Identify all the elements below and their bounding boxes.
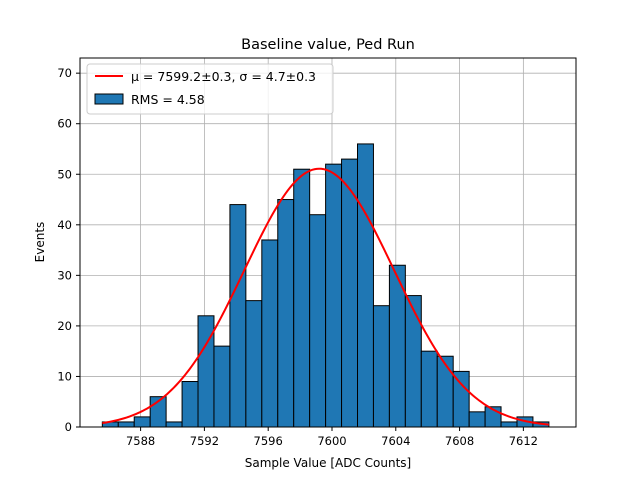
histogram-bar bbox=[500, 421, 518, 428]
histogram-bar bbox=[181, 381, 199, 428]
histogram-bar bbox=[357, 143, 374, 428]
histogram-bar bbox=[133, 416, 151, 428]
legend-fit-mu: μ = 7599.2±0.3 bbox=[131, 69, 231, 84]
legend-fit-sigma: σ = 4.7±0.3 bbox=[239, 69, 316, 84]
histogram-bars bbox=[101, 143, 550, 428]
gaussian-fit-curve bbox=[102, 167, 549, 426]
histogram-bar bbox=[245, 300, 263, 428]
x-axis-label: Sample Value [ADC Counts] bbox=[245, 456, 411, 470]
y-tick-label: 20 bbox=[57, 319, 72, 333]
legend-hist-swatch bbox=[94, 93, 124, 105]
legend-box bbox=[86, 63, 334, 115]
plot-frame bbox=[79, 57, 577, 428]
histogram-bar bbox=[165, 421, 183, 428]
legend-hist-label: RMS = 4.58 bbox=[131, 92, 205, 107]
histogram-bar bbox=[213, 345, 231, 428]
y-axis-label: Events bbox=[33, 222, 47, 263]
y-tick-label: 60 bbox=[57, 117, 72, 131]
y-axis-ticks: 0 10 20 30 40 50 60 70 bbox=[57, 66, 80, 434]
histogram-bar bbox=[452, 370, 470, 428]
x-tick-label: 7600 bbox=[317, 434, 346, 448]
x-tick-label: 7612 bbox=[509, 434, 538, 448]
y-tick-label: 50 bbox=[57, 167, 72, 181]
histogram-bar bbox=[309, 214, 327, 428]
x-tick-label: 7592 bbox=[190, 434, 219, 448]
y-tick-label: 10 bbox=[57, 369, 72, 383]
x-axis-ticks: 7588 7592 7596 7600 7604 7608 7612 bbox=[126, 427, 538, 448]
histogram-bar bbox=[197, 315, 215, 428]
y-tick-label: 70 bbox=[57, 66, 72, 80]
legend: μ = 7599.2±0.3, σ = 4.7±0.3 RMS = 4.58 bbox=[86, 63, 334, 115]
histogram-bar bbox=[117, 421, 135, 428]
histogram-bar bbox=[404, 295, 422, 428]
histogram-bar bbox=[325, 163, 343, 428]
y-tick-label: 40 bbox=[57, 218, 72, 232]
legend-fit-label: μ = 7599.2±0.3, σ = 4.7±0.3 bbox=[131, 69, 316, 84]
y-tick-label: 30 bbox=[57, 268, 72, 282]
histogram-bar bbox=[372, 305, 390, 428]
y-tick-label: 0 bbox=[65, 420, 72, 434]
histogram-bar bbox=[229, 204, 247, 428]
histogram-bar bbox=[436, 355, 454, 428]
x-tick-label: 7608 bbox=[445, 434, 474, 448]
histogram-bar bbox=[261, 239, 279, 428]
x-tick-label: 7588 bbox=[126, 434, 155, 448]
histogram-bar bbox=[420, 350, 438, 428]
x-tick-label: 7604 bbox=[381, 434, 410, 448]
x-tick-label: 7596 bbox=[254, 434, 283, 448]
histogram-bar bbox=[277, 199, 295, 428]
legend-fit-separator: , bbox=[231, 69, 239, 84]
histogram-bar bbox=[293, 168, 311, 428]
histogram-bar bbox=[341, 158, 359, 428]
chart-title: Baseline value, Ped Run bbox=[241, 37, 415, 53]
histogram-bar bbox=[468, 411, 486, 428]
